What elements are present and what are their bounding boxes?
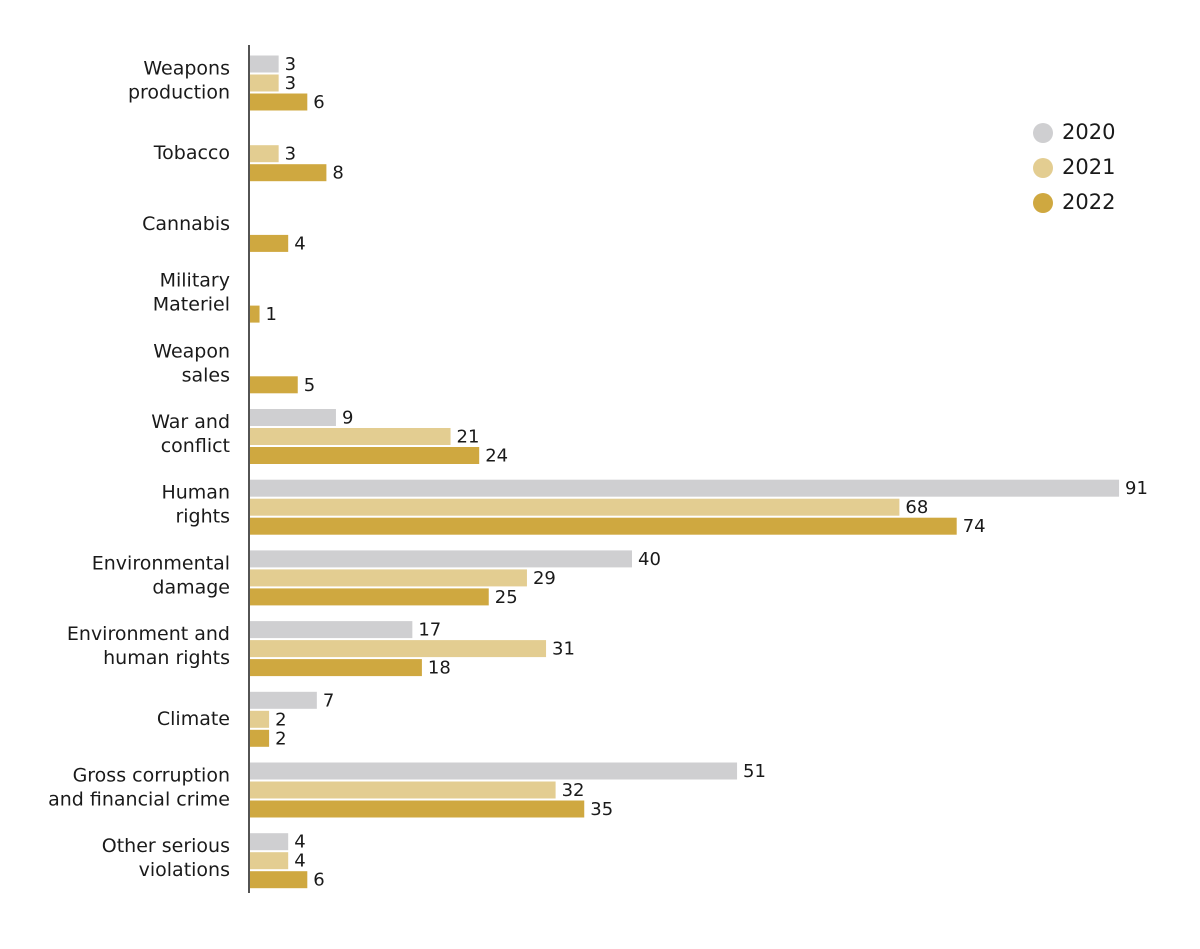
bar	[250, 376, 298, 394]
value-label: 2	[275, 728, 286, 749]
value-label: 4	[294, 851, 305, 872]
bar	[250, 550, 632, 568]
bar	[250, 447, 480, 464]
bar	[250, 428, 451, 445]
category-label: Weapon	[153, 340, 230, 362]
category-label: Environmental	[92, 552, 230, 574]
bar	[250, 800, 585, 818]
bar	[250, 659, 422, 677]
legend-swatch	[1033, 123, 1053, 143]
bar	[250, 781, 556, 799]
category-label: Weapons	[143, 58, 230, 80]
bar	[250, 93, 308, 111]
value-label: 2	[275, 709, 286, 730]
bar	[250, 833, 289, 851]
value-label: 32	[562, 780, 585, 801]
bar	[250, 691, 317, 709]
category-label: conflict	[161, 435, 230, 457]
category-label: Environment and	[67, 623, 230, 645]
value-label: 3	[285, 54, 296, 75]
value-label: 6	[313, 92, 324, 113]
value-label: 17	[418, 620, 441, 641]
category-label: and financial crime	[48, 789, 230, 811]
value-label: 9	[342, 408, 353, 429]
bar	[250, 234, 289, 252]
category-label: human rights	[103, 647, 230, 669]
bar	[250, 729, 270, 747]
value-label: 21	[457, 427, 480, 448]
bar	[250, 409, 336, 426]
bar	[250, 852, 289, 870]
category-label: Human	[161, 482, 230, 504]
bar	[250, 74, 279, 92]
category-label: sales	[182, 364, 230, 386]
value-label: 91	[1125, 478, 1148, 499]
value-label: 7	[323, 690, 334, 711]
category-label: Materiel	[153, 294, 230, 316]
category-label: Military	[160, 270, 230, 292]
bar	[250, 498, 900, 516]
value-label: 8	[332, 163, 343, 184]
bar	[250, 305, 260, 323]
value-label: 6	[313, 870, 324, 891]
bar	[250, 145, 279, 163]
value-label: 4	[294, 233, 305, 254]
category-label: violations	[139, 859, 230, 881]
bar	[250, 621, 413, 639]
value-label: 18	[428, 658, 451, 679]
value-label: 3	[285, 144, 296, 165]
bar	[250, 164, 327, 182]
legend-label: 2021	[1062, 155, 1115, 179]
value-label: 25	[495, 587, 518, 608]
bar	[250, 710, 270, 728]
bar	[250, 640, 547, 658]
category-label: Other serious	[102, 835, 230, 857]
value-label: 74	[963, 516, 986, 537]
bar	[250, 55, 279, 73]
bar	[250, 871, 308, 889]
category-label: Tobacco	[153, 142, 230, 164]
value-label: 31	[552, 639, 575, 660]
bar	[250, 517, 957, 535]
value-label: 3	[285, 73, 296, 94]
bar	[250, 479, 1120, 497]
category-label: damage	[152, 576, 230, 598]
category-label: Cannabis	[142, 213, 230, 235]
legend-swatch	[1033, 158, 1053, 178]
legend-swatch	[1033, 193, 1053, 213]
value-label: 35	[590, 799, 613, 820]
value-label: 1	[266, 304, 277, 325]
value-label: 40	[638, 549, 661, 570]
category-label: rights	[175, 506, 230, 528]
bar	[250, 588, 489, 606]
bar	[250, 569, 527, 587]
value-label: 4	[294, 832, 305, 853]
legend-label: 2022	[1062, 190, 1115, 214]
value-label: 51	[743, 761, 766, 782]
value-label: 24	[485, 446, 508, 467]
category-label: Climate	[157, 708, 230, 730]
category-label: production	[128, 82, 230, 104]
legend-label: 2020	[1062, 120, 1115, 144]
bar	[250, 762, 738, 780]
value-label: 29	[533, 568, 556, 589]
category-label: Gross corruption	[73, 765, 230, 787]
category-label: War and	[151, 411, 230, 433]
value-label: 5	[304, 375, 315, 396]
value-label: 68	[905, 497, 928, 518]
